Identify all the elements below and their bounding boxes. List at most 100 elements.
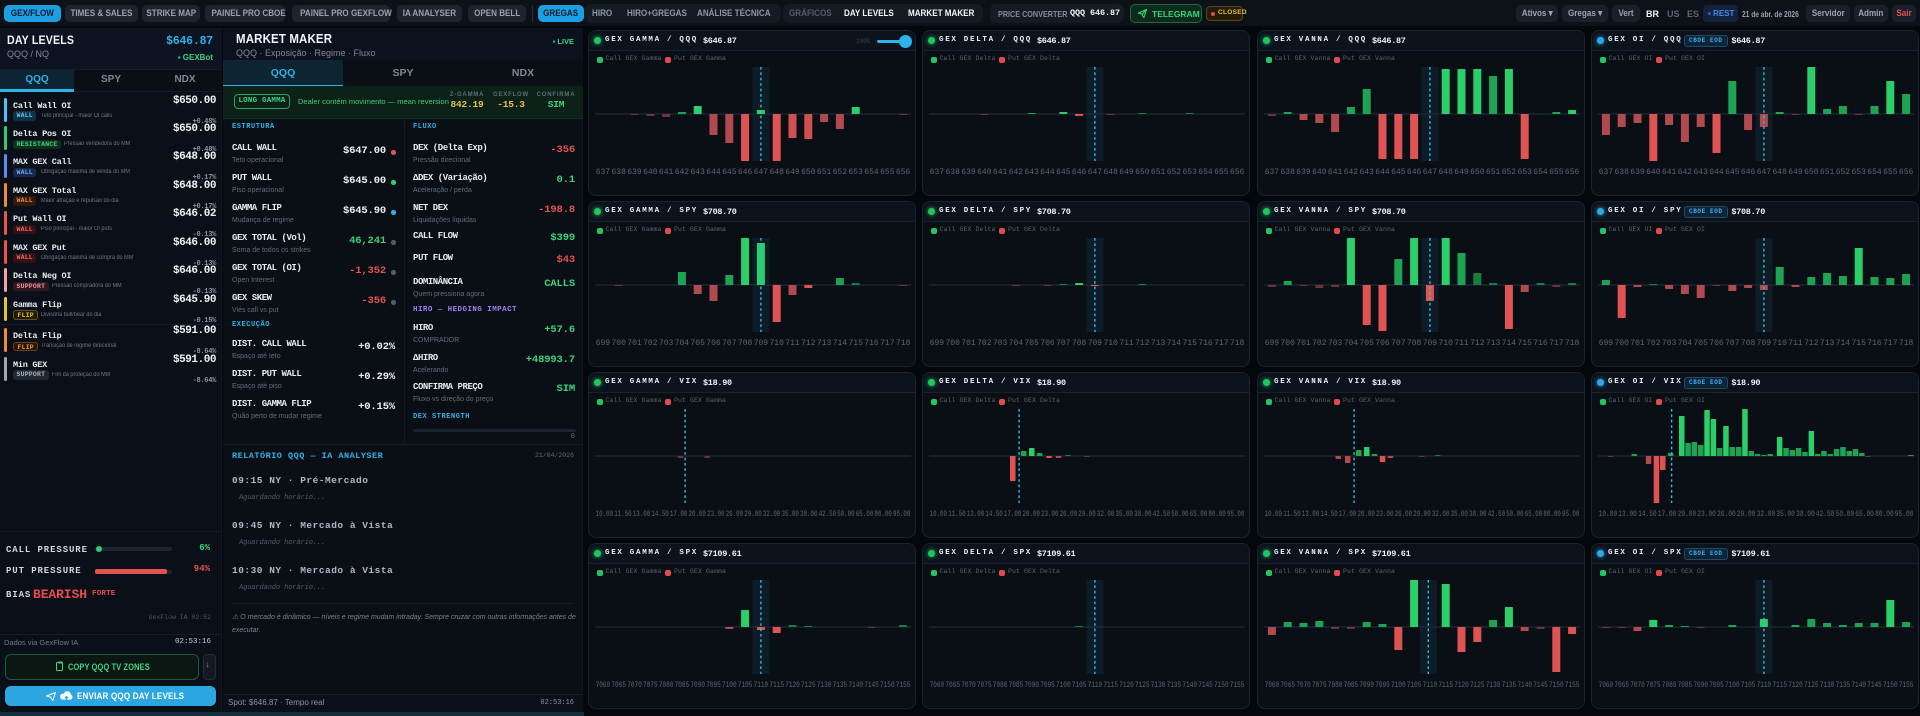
svg-text:7150: 7150 xyxy=(1883,681,1898,690)
svg-text:650: 650 xyxy=(1135,168,1150,177)
svg-text:7125: 7125 xyxy=(1804,681,1819,690)
svg-text:650: 650 xyxy=(1804,168,1819,177)
svg-text:654: 654 xyxy=(1533,168,1548,177)
svg-text:702: 702 xyxy=(1312,339,1327,348)
svg-text:638: 638 xyxy=(612,168,627,177)
svg-text:7100: 7100 xyxy=(722,681,737,690)
svg-text:637: 637 xyxy=(1265,168,1280,177)
svg-text:23.00: 23.00 xyxy=(707,510,725,519)
svg-text:7125: 7125 xyxy=(801,681,816,690)
svg-text:13.00: 13.00 xyxy=(1618,510,1637,519)
svg-text:35.00: 35.00 xyxy=(1116,510,1134,519)
svg-text:7135: 7135 xyxy=(1502,681,1517,690)
svg-text:23.00: 23.00 xyxy=(1376,510,1394,519)
svg-text:20.00: 20.00 xyxy=(1023,510,1041,519)
svg-text:704: 704 xyxy=(1678,339,1693,348)
svg-text:65.00: 65.00 xyxy=(856,510,874,519)
svg-text:648: 648 xyxy=(1104,168,1119,177)
svg-text:713: 713 xyxy=(817,339,832,348)
svg-text:652: 652 xyxy=(1836,168,1851,177)
svg-text:7065: 7065 xyxy=(1280,681,1295,690)
svg-text:654: 654 xyxy=(1867,168,1882,177)
svg-text:7130: 7130 xyxy=(1820,681,1835,690)
svg-text:647: 647 xyxy=(1088,168,1103,177)
svg-text:712: 712 xyxy=(801,339,816,348)
svg-text:710: 710 xyxy=(1439,339,1454,348)
svg-text:645: 645 xyxy=(1056,168,1071,177)
svg-text:13.00: 13.00 xyxy=(967,510,985,519)
svg-text:38.00: 38.00 xyxy=(1469,510,1487,519)
svg-text:648: 648 xyxy=(1439,168,1454,177)
svg-text:649: 649 xyxy=(1119,168,1134,177)
svg-text:643: 643 xyxy=(691,168,706,177)
svg-text:7070: 7070 xyxy=(1630,681,1645,690)
svg-text:7140: 7140 xyxy=(1517,681,1532,690)
svg-text:20.00: 20.00 xyxy=(1678,510,1697,519)
svg-text:653: 653 xyxy=(1852,168,1867,177)
svg-text:637: 637 xyxy=(1599,168,1614,177)
svg-text:718: 718 xyxy=(1899,339,1914,348)
svg-text:639: 639 xyxy=(627,168,642,177)
svg-text:7105: 7105 xyxy=(738,681,753,690)
svg-text:647: 647 xyxy=(1423,168,1438,177)
svg-text:656: 656 xyxy=(896,168,911,177)
svg-text:65.00: 65.00 xyxy=(1855,510,1874,519)
svg-text:7105: 7105 xyxy=(1072,681,1087,690)
svg-text:715: 715 xyxy=(849,339,864,348)
svg-text:648: 648 xyxy=(1773,168,1788,177)
svg-text:35.00: 35.00 xyxy=(1776,510,1795,519)
svg-text:717: 717 xyxy=(1214,339,1229,348)
svg-text:646: 646 xyxy=(1741,168,1756,177)
svg-text:10.00: 10.00 xyxy=(930,510,948,519)
svg-text:7110: 7110 xyxy=(1757,681,1772,690)
svg-text:641: 641 xyxy=(993,168,1008,177)
svg-text:712: 712 xyxy=(1470,339,1485,348)
svg-text:29.00: 29.00 xyxy=(1413,510,1431,519)
svg-text:655: 655 xyxy=(1549,168,1564,177)
svg-text:7140: 7140 xyxy=(848,681,863,690)
svg-text:701: 701 xyxy=(1630,339,1645,348)
svg-text:7155: 7155 xyxy=(896,681,911,690)
svg-text:95.00: 95.00 xyxy=(1562,510,1580,519)
svg-text:701: 701 xyxy=(1296,339,1311,348)
svg-text:706: 706 xyxy=(1709,339,1724,348)
svg-text:704: 704 xyxy=(1009,339,1024,348)
svg-text:7070: 7070 xyxy=(627,681,642,690)
svg-text:650: 650 xyxy=(801,168,816,177)
svg-text:711: 711 xyxy=(1454,339,1469,348)
svg-text:639: 639 xyxy=(1296,168,1311,177)
svg-text:707: 707 xyxy=(1056,339,1071,348)
svg-text:645: 645 xyxy=(1391,168,1406,177)
svg-text:643: 643 xyxy=(1360,168,1375,177)
svg-text:7155: 7155 xyxy=(1230,681,1245,690)
svg-text:7105: 7105 xyxy=(1407,681,1422,690)
svg-text:17.00: 17.00 xyxy=(1658,510,1677,519)
svg-text:7075: 7075 xyxy=(1312,681,1327,690)
svg-text:42.50: 42.50 xyxy=(1816,510,1835,519)
svg-text:17.00: 17.00 xyxy=(670,510,688,519)
svg-text:14.50: 14.50 xyxy=(651,510,669,519)
svg-text:714: 714 xyxy=(1836,339,1851,348)
svg-text:7145: 7145 xyxy=(1867,681,1882,690)
svg-text:7060: 7060 xyxy=(596,681,611,690)
svg-text:639: 639 xyxy=(1630,168,1645,177)
svg-text:704: 704 xyxy=(1344,339,1359,348)
svg-text:715: 715 xyxy=(1183,339,1198,348)
svg-text:711: 711 xyxy=(1119,339,1134,348)
svg-text:7110: 7110 xyxy=(1088,681,1103,690)
svg-text:709: 709 xyxy=(1757,339,1772,348)
svg-text:644: 644 xyxy=(706,168,721,177)
svg-text:646: 646 xyxy=(738,168,753,177)
svg-text:35.00: 35.00 xyxy=(782,510,800,519)
svg-text:65.00: 65.00 xyxy=(1190,510,1208,519)
svg-text:703: 703 xyxy=(1662,339,1677,348)
svg-text:716: 716 xyxy=(864,339,879,348)
svg-text:718: 718 xyxy=(1565,339,1580,348)
svg-text:95.00: 95.00 xyxy=(1895,510,1914,519)
svg-text:7095: 7095 xyxy=(1040,681,1055,690)
svg-text:703: 703 xyxy=(993,339,1008,348)
svg-text:713: 713 xyxy=(1151,339,1166,348)
svg-text:653: 653 xyxy=(1518,168,1533,177)
svg-text:647: 647 xyxy=(1757,168,1772,177)
svg-text:7125: 7125 xyxy=(1135,681,1150,690)
